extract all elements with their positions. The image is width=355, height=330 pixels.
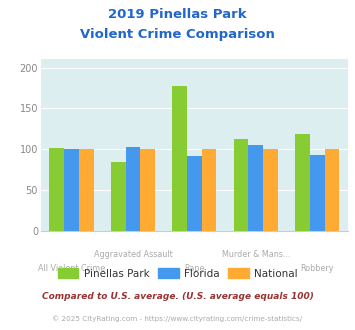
Text: Aggravated Assault: Aggravated Assault bbox=[94, 250, 172, 259]
Bar bbox=[324, 149, 339, 231]
Bar bbox=[64, 149, 79, 231]
Bar bbox=[234, 140, 248, 231]
Bar bbox=[202, 149, 217, 231]
Bar bbox=[187, 156, 202, 231]
Text: Robbery: Robbery bbox=[300, 264, 334, 273]
Text: All Violent Crime: All Violent Crime bbox=[38, 264, 105, 273]
Bar bbox=[248, 145, 263, 231]
Bar bbox=[126, 147, 140, 231]
Text: Violent Crime Comparison: Violent Crime Comparison bbox=[80, 28, 275, 41]
Bar bbox=[111, 162, 126, 231]
Text: Rape: Rape bbox=[184, 264, 204, 273]
Bar bbox=[172, 86, 187, 231]
Bar bbox=[79, 149, 94, 231]
Bar bbox=[295, 134, 310, 231]
Bar bbox=[263, 149, 278, 231]
Text: © 2025 CityRating.com - https://www.cityrating.com/crime-statistics/: © 2025 CityRating.com - https://www.city… bbox=[53, 315, 302, 322]
Bar bbox=[49, 148, 64, 231]
Text: Compared to U.S. average. (U.S. average equals 100): Compared to U.S. average. (U.S. average … bbox=[42, 292, 313, 301]
Bar bbox=[310, 155, 324, 231]
Text: 2019 Pinellas Park: 2019 Pinellas Park bbox=[108, 8, 247, 21]
Legend: Pinellas Park, Florida, National: Pinellas Park, Florida, National bbox=[54, 264, 301, 283]
Text: Murder & Mans...: Murder & Mans... bbox=[222, 250, 290, 259]
Bar bbox=[140, 149, 155, 231]
